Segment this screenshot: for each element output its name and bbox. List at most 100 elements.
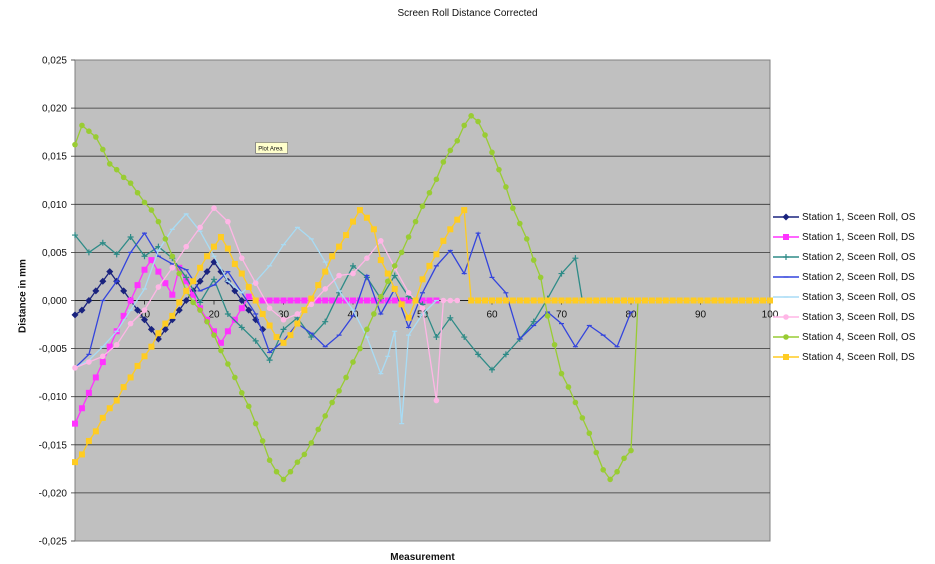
x-tick-label: 10 [139, 310, 151, 321]
data-point [783, 254, 789, 260]
data-point [252, 337, 259, 344]
data-point [266, 457, 273, 463]
data-point [662, 297, 669, 304]
data-point [175, 306, 183, 314]
data-point [725, 297, 732, 304]
legend-item: Station 3, Sceen Roll, OS [773, 287, 933, 307]
data-point [433, 176, 440, 183]
data-point [579, 415, 586, 421]
y-tick-label: 0,010 [42, 200, 67, 211]
data-point [523, 297, 530, 304]
data-point [155, 330, 162, 337]
data-point [72, 141, 78, 148]
data-point [197, 299, 204, 306]
data-point [239, 255, 245, 261]
data-point [614, 468, 620, 475]
data-point [398, 297, 405, 304]
data-point [607, 476, 613, 483]
data-point [419, 297, 426, 304]
data-point [496, 166, 502, 173]
data-point [503, 184, 509, 190]
data-point [217, 268, 225, 276]
data-point [141, 199, 148, 206]
legend-item: Station 2, Sceen Roll, OS [773, 247, 933, 267]
data-point [329, 399, 335, 406]
data-point [371, 311, 377, 317]
data-point [72, 459, 78, 466]
data-point [419, 276, 426, 283]
data-point [245, 284, 252, 291]
data-point [224, 245, 231, 252]
series-7 [72, 112, 641, 483]
data-point [551, 297, 558, 304]
series-1 [71, 258, 267, 343]
data-point [350, 297, 356, 304]
data-point [252, 297, 259, 304]
data-point [655, 297, 662, 304]
data-point [502, 351, 509, 358]
data-point [99, 239, 106, 246]
data-point [211, 328, 217, 335]
data-point [412, 297, 419, 304]
data-point [517, 220, 523, 227]
data-point [85, 297, 93, 304]
legend-label: Station 1, Sceen Roll, DS [802, 231, 915, 243]
data-point [85, 389, 92, 396]
data-point [224, 310, 231, 317]
data-point [252, 280, 259, 286]
data-point [350, 359, 356, 365]
data-point [232, 374, 238, 381]
data-point [544, 313, 551, 319]
data-point [204, 318, 210, 325]
data-point [308, 295, 315, 302]
data-point [746, 297, 753, 304]
legend-label: Station 4, Sceen Roll, OS [802, 331, 916, 343]
data-point [593, 449, 600, 456]
data-point [350, 262, 356, 269]
data-point [120, 174, 127, 181]
data-point [600, 297, 607, 304]
data-point [79, 122, 85, 129]
data-point [391, 285, 398, 292]
legend-label: Station 4, Sceen Roll, DS [802, 351, 915, 363]
data-point [621, 455, 627, 462]
data-point [322, 297, 329, 304]
data-point [433, 397, 440, 404]
y-tick-label: -0,010 [39, 392, 68, 403]
data-point [169, 253, 176, 260]
data-point [127, 234, 134, 241]
data-point [336, 388, 342, 394]
data-point [85, 437, 92, 444]
data-point [475, 118, 481, 125]
y-tick-label: -0,005 [39, 344, 68, 355]
data-point [363, 214, 370, 221]
data-point [454, 216, 461, 223]
chart-title: Screen Roll Distance Corrected [397, 8, 538, 19]
data-point [489, 149, 495, 156]
legend-swatch [773, 354, 799, 360]
data-point [419, 305, 426, 311]
data-point [783, 234, 789, 240]
data-point [783, 314, 789, 320]
data-point [426, 262, 433, 269]
data-point [378, 293, 384, 300]
data-point [287, 332, 294, 339]
data-point [294, 459, 301, 465]
data-point [86, 128, 92, 134]
data-point [378, 238, 384, 244]
data-point [92, 287, 100, 295]
y-tick-label: -0,025 [39, 537, 68, 548]
data-point [259, 297, 266, 304]
data-point [356, 297, 363, 304]
data-point [266, 297, 273, 304]
data-point [530, 297, 537, 304]
data-point [690, 297, 697, 304]
data-point [148, 257, 155, 264]
data-point [92, 428, 99, 435]
data-point [162, 236, 169, 242]
data-point [134, 362, 141, 369]
data-point [704, 297, 711, 304]
data-point [558, 370, 565, 377]
data-point [398, 301, 405, 308]
